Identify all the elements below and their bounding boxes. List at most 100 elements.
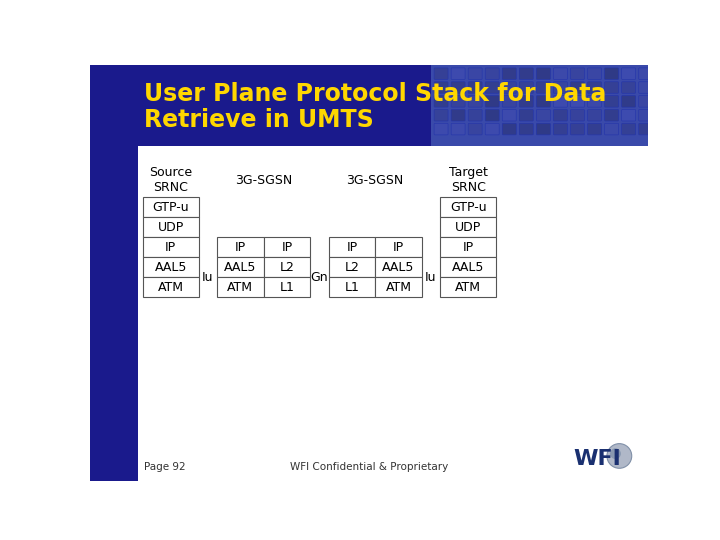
Bar	[217, 257, 264, 278]
Text: IP: IP	[463, 241, 474, 254]
Bar	[217, 237, 264, 257]
FancyBboxPatch shape	[519, 96, 534, 107]
Bar	[431, 65, 648, 146]
FancyBboxPatch shape	[554, 82, 567, 93]
FancyBboxPatch shape	[536, 110, 550, 121]
FancyBboxPatch shape	[536, 96, 550, 107]
FancyBboxPatch shape	[503, 110, 516, 121]
FancyBboxPatch shape	[588, 68, 601, 79]
Text: AAL5: AAL5	[452, 261, 485, 274]
Bar	[441, 197, 496, 217]
Text: L1: L1	[279, 281, 294, 294]
FancyBboxPatch shape	[485, 82, 499, 93]
Text: Iu: Iu	[202, 271, 214, 284]
Bar	[375, 257, 422, 278]
Text: L2: L2	[279, 261, 294, 274]
FancyBboxPatch shape	[554, 68, 567, 79]
Text: IP: IP	[235, 241, 246, 254]
Bar	[143, 278, 199, 298]
FancyBboxPatch shape	[485, 96, 499, 107]
FancyBboxPatch shape	[434, 96, 448, 107]
Text: WFI: WFI	[574, 449, 621, 469]
Bar	[375, 237, 422, 257]
FancyBboxPatch shape	[468, 82, 482, 93]
FancyBboxPatch shape	[468, 68, 482, 79]
FancyBboxPatch shape	[434, 82, 448, 93]
FancyBboxPatch shape	[621, 110, 636, 121]
FancyBboxPatch shape	[605, 68, 618, 79]
Bar	[441, 217, 496, 237]
Text: IP: IP	[393, 241, 404, 254]
FancyBboxPatch shape	[621, 82, 636, 93]
FancyBboxPatch shape	[451, 82, 465, 93]
Bar	[143, 237, 199, 257]
Text: Gn: Gn	[310, 271, 328, 284]
FancyBboxPatch shape	[588, 123, 601, 135]
Text: Target
SRNC: Target SRNC	[449, 166, 487, 194]
Bar	[441, 278, 496, 298]
FancyBboxPatch shape	[621, 123, 636, 135]
FancyBboxPatch shape	[588, 82, 601, 93]
Text: GTP-u: GTP-u	[450, 201, 487, 214]
FancyBboxPatch shape	[468, 110, 482, 121]
FancyBboxPatch shape	[503, 123, 516, 135]
Bar	[329, 237, 375, 257]
Text: Source
SRNC: Source SRNC	[149, 166, 192, 194]
Text: ATM: ATM	[158, 281, 184, 294]
FancyBboxPatch shape	[639, 68, 652, 79]
Text: AAL5: AAL5	[154, 261, 186, 274]
Text: AAL5: AAL5	[224, 261, 256, 274]
Bar	[441, 237, 496, 257]
FancyBboxPatch shape	[451, 123, 465, 135]
FancyBboxPatch shape	[485, 123, 499, 135]
Bar	[217, 278, 264, 298]
FancyBboxPatch shape	[434, 110, 448, 121]
FancyBboxPatch shape	[570, 82, 585, 93]
Text: Retrieve in UMTS: Retrieve in UMTS	[144, 108, 374, 132]
Bar	[90, 146, 138, 481]
Text: IP: IP	[346, 241, 358, 254]
FancyBboxPatch shape	[554, 96, 567, 107]
Bar	[143, 217, 199, 237]
Circle shape	[610, 448, 621, 459]
FancyBboxPatch shape	[519, 68, 534, 79]
FancyBboxPatch shape	[536, 82, 550, 93]
Text: ATM: ATM	[455, 281, 481, 294]
FancyBboxPatch shape	[570, 110, 585, 121]
Text: ATM: ATM	[228, 281, 253, 294]
Bar	[143, 257, 199, 278]
FancyBboxPatch shape	[451, 96, 465, 107]
Text: AAL5: AAL5	[382, 261, 415, 274]
FancyBboxPatch shape	[519, 123, 534, 135]
Text: IP: IP	[165, 241, 176, 254]
Text: L2: L2	[344, 261, 359, 274]
Bar	[329, 257, 375, 278]
FancyBboxPatch shape	[468, 123, 482, 135]
Bar	[264, 278, 310, 298]
FancyBboxPatch shape	[434, 68, 448, 79]
FancyBboxPatch shape	[485, 68, 499, 79]
Text: UDP: UDP	[455, 221, 482, 234]
FancyBboxPatch shape	[621, 68, 636, 79]
FancyBboxPatch shape	[605, 110, 618, 121]
Bar	[90, 65, 648, 146]
FancyBboxPatch shape	[536, 123, 550, 135]
FancyBboxPatch shape	[485, 110, 499, 121]
FancyBboxPatch shape	[519, 110, 534, 121]
FancyBboxPatch shape	[503, 68, 516, 79]
FancyBboxPatch shape	[570, 68, 585, 79]
Text: Page 92: Page 92	[144, 462, 186, 472]
FancyBboxPatch shape	[519, 82, 534, 93]
Text: WFI Confidential & Proprietary: WFI Confidential & Proprietary	[290, 462, 448, 472]
FancyBboxPatch shape	[503, 82, 516, 93]
FancyBboxPatch shape	[503, 96, 516, 107]
FancyBboxPatch shape	[570, 123, 585, 135]
FancyBboxPatch shape	[451, 110, 465, 121]
FancyBboxPatch shape	[554, 110, 567, 121]
FancyBboxPatch shape	[605, 82, 618, 93]
Bar	[143, 197, 199, 217]
Bar	[375, 278, 422, 298]
Text: 3G-SGSN: 3G-SGSN	[235, 174, 292, 187]
FancyBboxPatch shape	[621, 96, 636, 107]
Circle shape	[607, 444, 631, 468]
